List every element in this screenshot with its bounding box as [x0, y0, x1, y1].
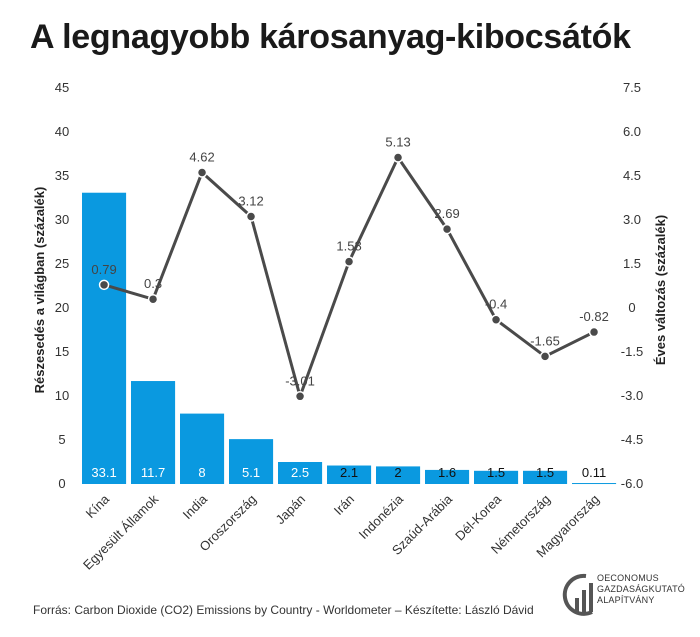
line-value-label: -0.82 [579, 309, 609, 324]
bar [229, 439, 274, 484]
line-value-label: 4.62 [189, 149, 214, 164]
right-axis-ticks: -6.0 -4.5 -3.0 -1.5 0 1.5 3.0 4.5 6.0 7.5 [621, 80, 643, 491]
line-path [103, 154, 595, 402]
bar [376, 466, 421, 484]
category-label: Japán [273, 492, 309, 528]
line-value-label: 2.69 [434, 206, 459, 221]
y2-axis-label: Éves változás (százalék) [653, 215, 668, 365]
logo-line-3: ALAPÍTVÁNY [597, 595, 655, 605]
bar-value-label: 2.1 [340, 465, 358, 480]
line-value-label: 0.3 [144, 276, 162, 291]
line-point [245, 211, 257, 222]
bar [523, 470, 568, 484]
y-tick-label: 30 [55, 212, 69, 227]
oeconomus-logo-icon [562, 573, 593, 616]
left-axis-ticks: 0 5 10 15 20 25 30 35 40 45 [55, 80, 69, 491]
y2-tick-label: 7.5 [623, 80, 641, 95]
bar-value-label: 33.1 [91, 465, 116, 480]
bar-value-label: 2 [394, 465, 401, 480]
y-axis-label: Részesedés a világban (százalék) [32, 187, 47, 394]
line-value-label: -0.4 [485, 297, 507, 312]
y-tick-label: 15 [55, 344, 69, 359]
category-label: Indonézia [356, 491, 407, 542]
bar [82, 192, 127, 484]
bar-value-label: 2.5 [291, 465, 309, 480]
bar [572, 483, 617, 485]
bar [474, 470, 519, 484]
line-point [343, 256, 355, 267]
category-label: India [180, 491, 211, 522]
line-point [588, 326, 600, 338]
chart-title: A legnagyobb károsanyag-kibocsátók [30, 18, 631, 56]
y2-tick-label: 6.0 [623, 124, 641, 139]
bar [131, 381, 176, 484]
source-note: Forrás: Carbon Dioxide (CO2) Emissions b… [33, 603, 534, 617]
y-tick-label: 10 [55, 388, 69, 403]
line-value-label: 1.58 [336, 239, 361, 254]
bar-value-label: 11.7 [141, 465, 165, 480]
y2-tick-label: -1.5 [621, 344, 643, 359]
logo-line-2: GAZDASÁGKUTATÓ [597, 584, 685, 594]
bar-value-label: 8 [198, 465, 205, 480]
line-point [539, 351, 551, 362]
bar-value-label: 1.5 [536, 465, 554, 480]
y-tick-label: 35 [55, 168, 69, 183]
bar-value-label: 0.11 [582, 465, 606, 480]
bar [327, 465, 372, 484]
line-value-label: -3.01 [285, 373, 315, 388]
line-point [147, 293, 159, 305]
y2-tick-label: -6.0 [621, 476, 643, 491]
line-point [441, 223, 453, 235]
bar [425, 469, 470, 484]
line-value-label: 3.12 [238, 193, 263, 208]
y-tick-label: 0 [58, 476, 65, 491]
y2-tick-label: -4.5 [621, 432, 643, 447]
y2-tick-label: 4.5 [623, 168, 641, 183]
bar [278, 462, 323, 484]
logo-text: OECONOMUS GAZDASÁGKUTATÓ ALAPÍTVÁNY [597, 573, 685, 606]
category-label: Irán [331, 492, 357, 518]
bar-value-label: 1.6 [438, 465, 456, 480]
bar-value-label: 5.1 [242, 465, 260, 480]
y-tick-label: 25 [55, 256, 69, 271]
bar [180, 413, 225, 484]
y-tick-label: 40 [55, 124, 69, 139]
y2-tick-label: 0 [628, 300, 635, 315]
line-value-label: 5.13 [385, 135, 410, 150]
bar-value-labels: 33.1 11.7 8 5.1 2.5 2.1 2 1.6 1.5 1.5 0.11 [91, 465, 606, 480]
y2-tick-label: -3.0 [621, 388, 643, 403]
bar-series [82, 192, 617, 485]
line-point [490, 314, 502, 325]
line-series: 0.79 0.3 4.62 3.12 -3.01 1.58 5.13 2.69 -0.4 -1.6… [91, 135, 609, 402]
line-point [392, 152, 404, 163]
logo-line-1: OECONOMUS [597, 573, 659, 583]
y2-tick-label: 1.5 [623, 256, 641, 271]
category-label: Dél-Korea [452, 491, 505, 544]
y-tick-label: 5 [58, 432, 65, 447]
line-point [294, 391, 306, 402]
bar-value-label: 1.5 [487, 465, 505, 480]
line-value-label: -1.65 [530, 333, 560, 348]
y-tick-label: 20 [55, 300, 69, 315]
line-value-label: 0.79 [91, 262, 116, 277]
y2-tick-label: 3.0 [623, 212, 641, 227]
line-point [98, 279, 110, 291]
category-label: Kína [83, 491, 113, 521]
y-tick-label: 45 [55, 80, 69, 95]
line-point [196, 167, 208, 178]
